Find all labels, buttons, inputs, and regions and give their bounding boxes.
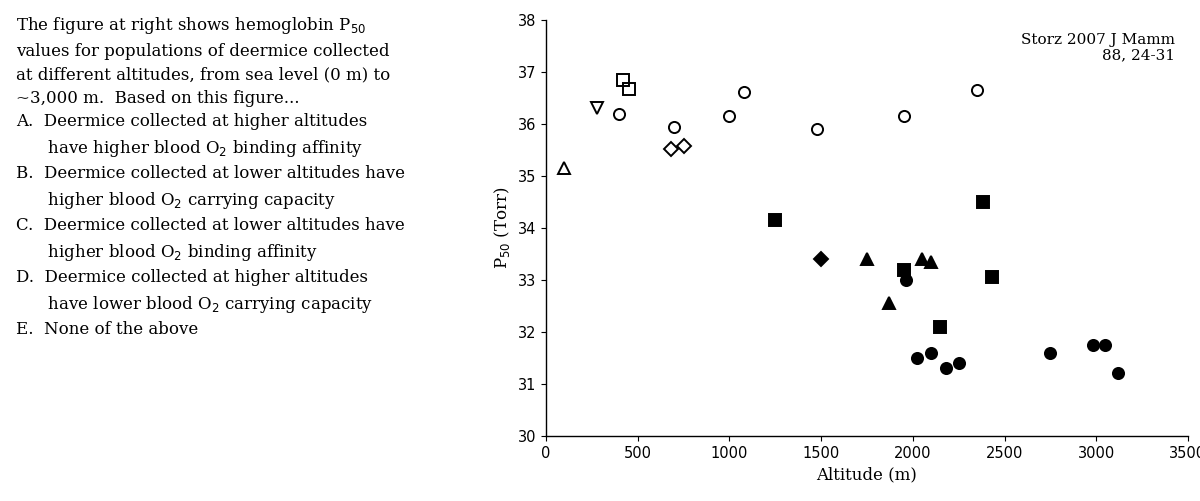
Text: Storz 2007 J Mamm
88, 24-31: Storz 2007 J Mamm 88, 24-31 xyxy=(1021,33,1175,63)
X-axis label: Altitude (m): Altitude (m) xyxy=(816,466,918,483)
Text: The figure at right shows hemoglobin P$_{50}$
values for populations of deermice: The figure at right shows hemoglobin P$_… xyxy=(16,15,404,338)
Y-axis label: P$_{50}$ (Torr): P$_{50}$ (Torr) xyxy=(492,187,512,269)
